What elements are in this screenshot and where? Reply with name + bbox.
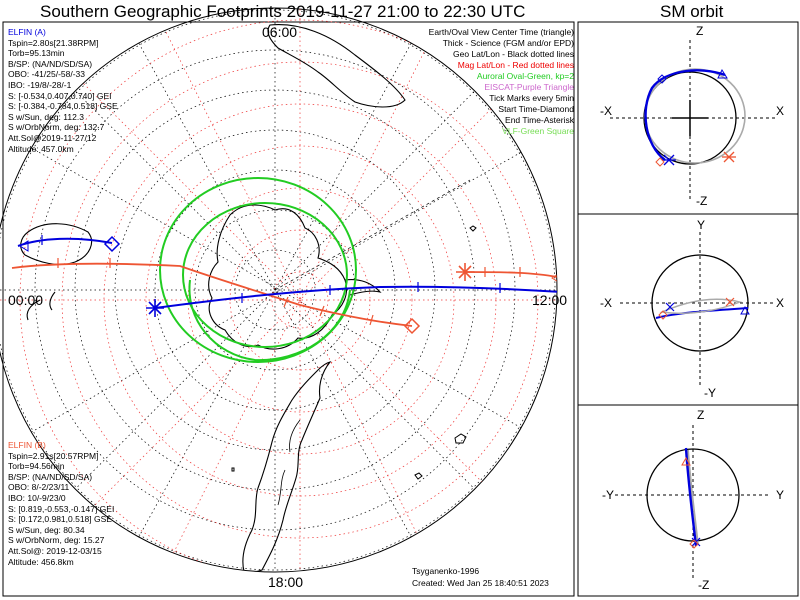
- sm-panel-xy: [620, 232, 775, 385]
- elfin-a-line: OBO: -41/25/-58/-33: [8, 69, 86, 80]
- elfin-a-start-diamond: [103, 235, 121, 253]
- elfin-b-end-asterisk: [456, 263, 474, 281]
- legend-item: End Time-Asterisk: [505, 115, 574, 125]
- main-title: Southern Geographic Footprints 2019-11-2…: [40, 2, 526, 21]
- island-outline: [454, 433, 467, 444]
- elfin-a-line: S w/OrbNorm, deg: 132.7: [8, 122, 105, 133]
- hour-label-right: 12:00: [532, 292, 568, 308]
- sm1-left-label: -X: [600, 104, 612, 118]
- sm3-down-label: -Z: [698, 578, 710, 592]
- elfin-a-line: S: [-0.534,0.407,0.740] GEI: [8, 90, 112, 101]
- sm3-up-label: Z: [697, 408, 705, 422]
- sm1-up-label: Z: [696, 24, 704, 38]
- australia-coastline: [20, 223, 93, 265]
- elfin-b-line: Att.Sol@: 2019-12-03/15: [8, 545, 102, 556]
- elfin-a-line: B/SP: (NA/ND/SD/SA): [8, 58, 93, 69]
- island-outline: [469, 225, 477, 232]
- elfin-b-ticks: [57, 258, 521, 326]
- elfin-b-header: ELFIN (B): [8, 440, 46, 450]
- elfin-b-line: OBO: 8/-2/23/11: [8, 482, 70, 493]
- elfin-b-line: Altitude: 456.8km: [8, 556, 74, 567]
- sm1-right-label: X: [776, 104, 785, 118]
- elfin-a-center-triangle: [19, 240, 29, 252]
- sm3-left-label: -Y: [602, 488, 614, 502]
- antarctic-peninsula: [344, 279, 382, 296]
- legend-item: EISCAT-Purple Triangle: [484, 82, 574, 92]
- legend-item: Start Time-Diamond: [498, 104, 574, 114]
- sm-orbit-title: SM orbit: [660, 2, 724, 21]
- island-outline: [231, 467, 235, 472]
- auroral-oval-outer: [159, 177, 357, 363]
- new-zealand-coastline: [26, 291, 56, 321]
- elfin-b-line: IBO: 10/-9/23/0: [8, 492, 66, 503]
- elfin-b-center-triangle: [551, 272, 557, 284]
- view-direction-line: [274, 179, 471, 291]
- legend-item: Tick Marks every 5min: [489, 93, 574, 103]
- auroral-oval-night: [188, 279, 351, 362]
- elfin-b-line: Torb=94.56min: [8, 461, 65, 472]
- elfin-a-ticks: [41, 235, 501, 303]
- map-frame: [2, 21, 575, 597]
- elfin-b-line: S: [0.819,-0.553,-0.147] GEI: [8, 503, 115, 514]
- sm-frame: [577, 21, 799, 597]
- sm2-right-label: X: [776, 296, 785, 310]
- elfin-a-line: Altitude: 457.0km: [8, 143, 74, 154]
- sm2-up-label: Y: [697, 218, 706, 232]
- elfin-b-info: ELFIN (B) Tspin=2.91s[20.57RPM] Torb=94.…: [8, 440, 114, 567]
- created-timestamp: Created: Wed Jan 25 18:40:51 2023: [412, 578, 549, 588]
- elfin-b-start-diamond: [403, 317, 421, 335]
- elfin-b-track: [11, 262, 557, 327]
- antarctica-coastline: [208, 204, 348, 350]
- legend-item: Earth/Oval View Center Time (triangle): [428, 27, 574, 37]
- legend-item: Mag Lat/Lon - Red dotted lines: [457, 60, 574, 70]
- elfin-a-info: ELFIN (A) Tspin=2.80s[21.38RPM] Torb=95.…: [8, 27, 118, 154]
- sm-panel-xz-1: [610, 40, 775, 200]
- legend-item: Auroral Oval-Green, kp=2: [476, 71, 574, 81]
- sm3-right-label: Y: [776, 488, 785, 502]
- elfin-a-line: S: [-0.384,-0.784,0.518] GSE: [8, 101, 118, 112]
- sm2-down-label: -Y: [704, 386, 716, 400]
- mag-grid: [0, 8, 557, 572]
- sm2-left-label: -X: [600, 296, 612, 310]
- elfin-a-header: ELFIN (A): [8, 27, 46, 37]
- africa-coastline: [267, 24, 406, 108]
- south-america-interior: [277, 419, 301, 506]
- hour-label-top: 06:00: [262, 24, 298, 40]
- island-outline: [414, 472, 423, 480]
- hour-label-left: 00:00: [8, 292, 44, 308]
- legend-item: Thick - Science (FGM and/or EPD): [442, 38, 574, 48]
- auroral-oval-inner: [182, 202, 348, 348]
- sm-panel-yz: [615, 425, 770, 578]
- south-america-coastline: [242, 361, 332, 572]
- model-credit: Tsyganenko-1996: [412, 566, 480, 576]
- elfin-b-line: S w/Sun, deg: 80.34: [8, 524, 85, 535]
- sm1-down-label: -Z: [696, 194, 708, 208]
- elfin-a-track: [17, 237, 557, 309]
- elfin-a-line: S w/Sun, deg: 112.3: [8, 111, 84, 122]
- elfin-a-line: Att.Sol@2019-11-27/12: [8, 132, 97, 143]
- elfin-b-line: S: [0.172,0.981,0.518] GSE: [8, 514, 112, 525]
- elfin-a-line: Torb=95.13min: [8, 48, 65, 59]
- legend-item: Geo Lat/Lon - Black dotted lines: [453, 49, 574, 59]
- elfin-a-end-asterisk: [146, 299, 164, 317]
- elfin-b-line: Tspin=2.91s[20.57RPM]: [8, 450, 99, 461]
- legend-item: VLF-Green Square: [502, 126, 574, 136]
- elfin-b-line: S w/OrbNorm, deg: 15.27: [8, 535, 105, 546]
- elfin-a-line: IBO: -19/8/-28/-1: [8, 79, 72, 90]
- elfin-a-line: Tspin=2.80s[21.38RPM]: [8, 37, 99, 48]
- elfin-b-line: B/SP: (NA/ND/SD/SA): [8, 471, 93, 482]
- hour-label-bottom: 18:00: [268, 574, 304, 590]
- legend: Earth/Oval View Center Time (triangle) T…: [429, 27, 574, 137]
